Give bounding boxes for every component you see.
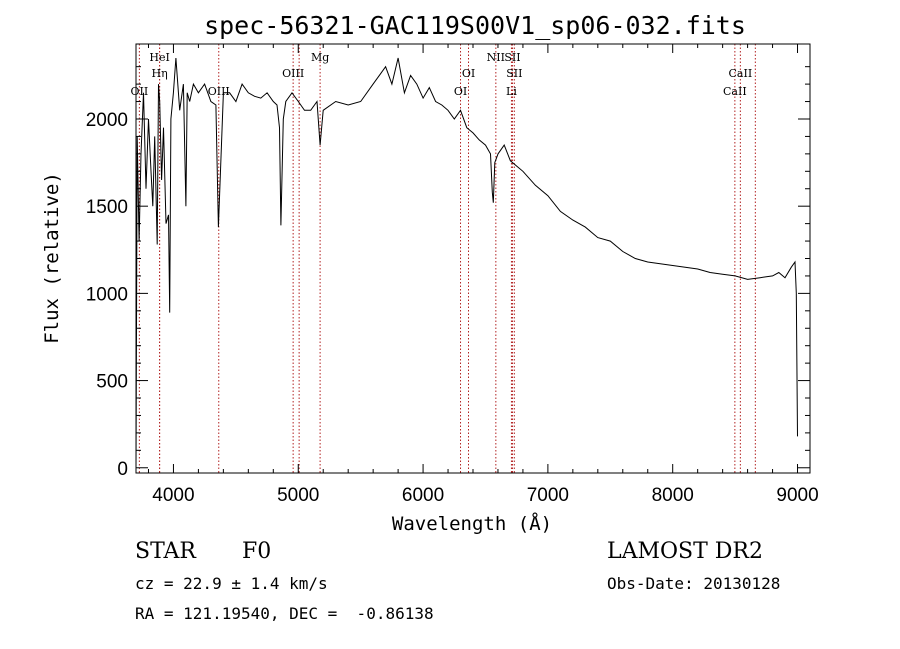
line-marker-label: OI (454, 85, 467, 98)
y-tick-label: 0 (117, 459, 128, 480)
y-tick-label: 1000 (86, 284, 128, 305)
emission-line-labels: OII HeI Hη OIII OIII Mg OI OI NII SII SII Li CaII CaI… (131, 51, 753, 98)
spectrum-series-line (135, 57, 798, 468)
x-tick-label: 8000 (652, 485, 694, 506)
y-axis-label: Flux (relative) (41, 172, 63, 344)
y-tick-label: 1500 (86, 197, 128, 218)
line-marker-label: SII (504, 51, 520, 64)
observation-date: Obs-Date: 20130128 (607, 574, 781, 593)
line-marker-label: Li (506, 85, 517, 98)
y-axis-ticks: 0 500 1000 1500 2000 (86, 66, 810, 480)
line-marker-label: CaII (723, 85, 747, 98)
survey-name: LAMOST DR2 (607, 539, 763, 564)
object-subclass: F0 (242, 539, 272, 564)
x-tick-label: 5000 (277, 485, 319, 506)
spectrum-chart: spec-56321-GAC119S00V1_sp06-032.fits OII… (41, 11, 819, 535)
x-tick-label: 7000 (527, 485, 569, 506)
x-axis-label: Wavelength (Å) (392, 512, 552, 535)
line-marker-label: Mg (311, 51, 329, 64)
emission-line-markers (138, 44, 756, 473)
line-marker-label: CaII (729, 67, 753, 80)
x-tick-label: 9000 (776, 485, 818, 506)
object-class: STAR (135, 539, 196, 564)
chart-title: spec-56321-GAC119S00V1_sp06-032.fits (204, 11, 746, 40)
line-marker-label: OIII (208, 85, 230, 98)
x-tick-label: 6000 (402, 485, 444, 506)
y-tick-label: 2000 (86, 110, 128, 131)
coordinates: RA = 121.19540, DEC = -0.86138 (135, 604, 434, 623)
line-marker-label: NII (487, 51, 505, 64)
plot-frame (135, 43, 811, 474)
x-axis-ticks: 4000 5000 6000 7000 8000 9000 (147, 44, 819, 506)
line-marker-label: OIII (282, 67, 304, 80)
line-marker-label: HeI (149, 51, 169, 64)
y-tick-label: 500 (96, 372, 128, 393)
redshift-cz: cz = 22.9 ± 1.4 km/s (135, 574, 328, 593)
line-marker-label: OII (131, 85, 149, 98)
line-marker-label: OI (462, 67, 475, 80)
line-marker-label: Hη (151, 67, 167, 80)
x-tick-label: 4000 (152, 485, 194, 506)
line-marker-label: SII (506, 67, 522, 80)
